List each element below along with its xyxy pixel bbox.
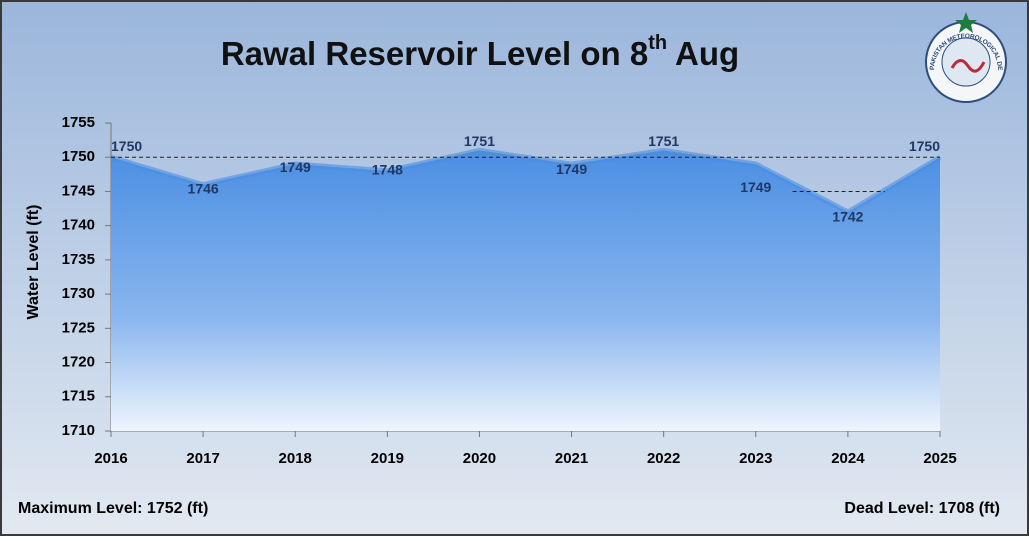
x-tick-label: 2022: [647, 450, 680, 467]
area: [111, 150, 940, 431]
x-tick-label: 2021: [555, 450, 588, 467]
y-tick-label: 1735: [62, 251, 95, 268]
y-tick-label: 1715: [62, 388, 95, 405]
title-part: th: [648, 32, 667, 54]
data-label: 1749: [556, 161, 587, 177]
data-label: 1746: [188, 180, 219, 196]
y-tick-label: 1750: [62, 148, 95, 165]
y-tick-label: 1730: [62, 285, 95, 302]
y-tick-label: 1745: [62, 182, 95, 199]
y-tick-label: 1755: [62, 114, 95, 131]
x-tick-label: 2023: [739, 450, 772, 467]
footer-right: Dead Level: 1708 (ft): [844, 500, 1000, 517]
title-part: Rawal Reservoir Level on 8: [221, 35, 648, 72]
title-part: Aug: [667, 35, 739, 72]
x-tick-label: 2024: [831, 450, 865, 467]
data-label: 1742: [832, 209, 863, 225]
data-label: 1751: [648, 133, 679, 149]
y-tick-label: 1720: [62, 354, 95, 371]
y-tick-label: 1740: [62, 217, 95, 234]
x-tick-label: 2018: [279, 450, 312, 467]
data-label: 1751: [464, 133, 495, 149]
data-label: 1750: [111, 138, 142, 154]
logo-star: [955, 12, 977, 33]
data-label: 1748: [372, 162, 403, 178]
logo-mark: [950, 59, 986, 73]
x-tick-label: 2020: [463, 450, 496, 467]
data-label: 1749: [280, 159, 311, 175]
x-tick-label: 2019: [371, 450, 404, 467]
data-label: 1750: [909, 138, 940, 154]
data-label: 1749: [740, 179, 771, 195]
x-tick-label: 2016: [94, 450, 127, 467]
y-tick-label: 1725: [62, 319, 95, 336]
chart-title: Rawal Reservoir Level on 8th Aug: [221, 32, 739, 71]
x-tick-label: 2025: [923, 450, 956, 467]
y-axis-label: Water Level (ft): [25, 205, 42, 320]
y-tick-label: 1710: [62, 422, 95, 439]
x-tick-label: 2017: [186, 450, 219, 467]
footer-left: Maximum Level: 1752 (ft): [18, 500, 208, 517]
